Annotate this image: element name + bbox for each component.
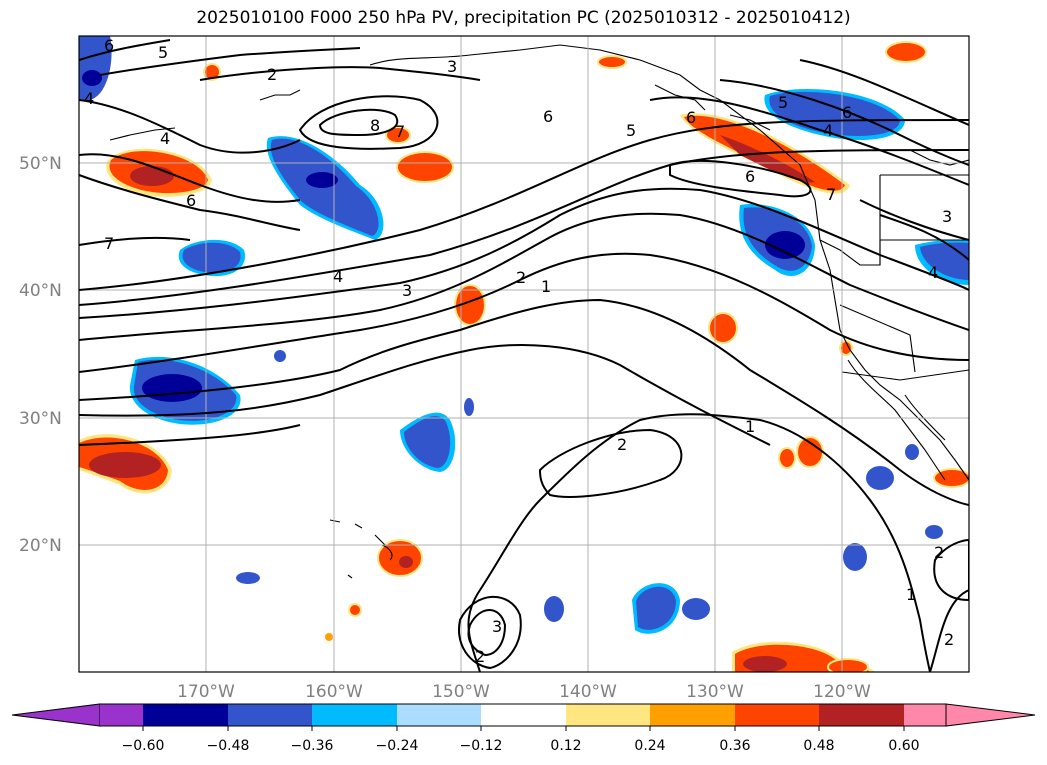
colorbar-segment	[397, 704, 481, 726]
contour-label: 2	[267, 65, 277, 84]
colorbar-tick-label: 0.24	[634, 738, 665, 754]
colorbar-segment	[904, 704, 946, 726]
contour-label: 6	[543, 107, 553, 126]
contour-label: 5	[626, 121, 636, 140]
lon-label: 120°W	[813, 682, 871, 702]
precip-negative-blob	[915, 239, 969, 285]
contour-label: 7	[826, 185, 836, 204]
contour-label: 6	[745, 167, 755, 186]
contour-label: 5	[158, 43, 168, 62]
contour-label: 2	[516, 268, 526, 287]
colorbar-segment	[735, 704, 819, 726]
contour-label: 4	[84, 89, 94, 108]
colorbar-tick-label: −0.36	[291, 738, 334, 754]
colorbar-tick-label: −0.24	[376, 738, 419, 754]
lat-label: 20°N	[19, 536, 62, 556]
precip-negative-blob	[632, 583, 680, 634]
contour-label: 3	[492, 617, 502, 636]
contour-label: 4	[823, 121, 833, 140]
lon-label: 150°W	[432, 682, 490, 702]
contour-label: 6	[186, 191, 196, 210]
colorbar-tick-label: 0.48	[803, 738, 834, 754]
contour-label: 2	[944, 630, 954, 649]
contour-label: 6	[842, 103, 852, 122]
colorbar-segment	[481, 704, 566, 726]
contour-label: 3	[447, 57, 457, 76]
colorbar-tick-label: 0.36	[719, 738, 750, 754]
lat-label: 40°N	[19, 281, 62, 301]
contour-label: 1	[906, 585, 916, 604]
colorbar: −0.60 −0.48 −0.36 −0.24 −0.12 0.12 0.24 …	[11, 703, 1036, 754]
contour-label: 3	[402, 281, 412, 300]
lat-label: 50°N	[19, 154, 62, 174]
map-title: 2025010100 F000 250 hPa PV, precipitatio…	[196, 8, 851, 28]
contour-label: 1	[541, 277, 551, 296]
colorbar-tick-label: −0.60	[122, 738, 165, 754]
contour-labels: 6 5 4 2 3 8 7 6 5 6 4 7 6 6 7 4 3 2 1 3 …	[84, 36, 954, 666]
contour-label: 5	[778, 93, 788, 112]
longitude-labels: 170°W 160°W 150°W 140°W 130°W 120°W	[177, 682, 871, 702]
contour-label: 3	[942, 207, 952, 226]
colorbar-extend-low	[11, 703, 101, 727]
colorbar-tick-label: −0.48	[207, 738, 250, 754]
contour-label: 7	[395, 122, 405, 141]
graticule	[79, 36, 969, 672]
contour-label: 4	[160, 129, 170, 148]
colorbar-tick-label: 0.60	[888, 738, 919, 754]
colorbar-segment	[566, 704, 650, 726]
colorbar-tick-label: 0.12	[550, 738, 581, 754]
lat-label: 30°N	[19, 409, 62, 429]
contour-label: 4	[333, 267, 343, 286]
precip-negative-blob	[236, 350, 943, 622]
colorbar-segment	[228, 704, 312, 726]
precip-positive-blob	[79, 434, 172, 494]
colorbar-segment	[143, 704, 228, 726]
lon-label: 170°W	[177, 682, 235, 702]
precip-positive-blob	[203, 41, 969, 672]
contour-label: 2	[934, 543, 944, 562]
contour-label: 7	[104, 234, 114, 253]
contour-label: 4	[928, 263, 938, 282]
precip-negative-blob	[178, 239, 246, 277]
colorbar-segment	[819, 704, 904, 726]
colorbar-segment	[312, 704, 397, 726]
lon-label: 140°W	[559, 682, 617, 702]
lon-label: 160°W	[305, 682, 363, 702]
map-background	[79, 36, 969, 672]
contour-label: 8	[370, 116, 380, 135]
precip-negative-blob	[400, 412, 456, 472]
contour-label: 6	[686, 108, 696, 127]
latitude-labels: 50°N 40°N 30°N 20°N	[19, 154, 62, 556]
contour-label: 2	[617, 435, 627, 454]
contour-label: 2	[475, 647, 485, 666]
colorbar-segment	[650, 704, 735, 726]
contour-label: 1	[745, 417, 755, 436]
pv-contours	[79, 39, 969, 672]
colorbar-tick-label: −0.12	[460, 738, 503, 754]
contour-label: 6	[104, 36, 114, 55]
lon-label: 130°W	[686, 682, 744, 702]
colorbar-segment	[100, 704, 143, 726]
colorbar-extend-high	[945, 703, 1036, 727]
map-frame	[78, 35, 970, 673]
